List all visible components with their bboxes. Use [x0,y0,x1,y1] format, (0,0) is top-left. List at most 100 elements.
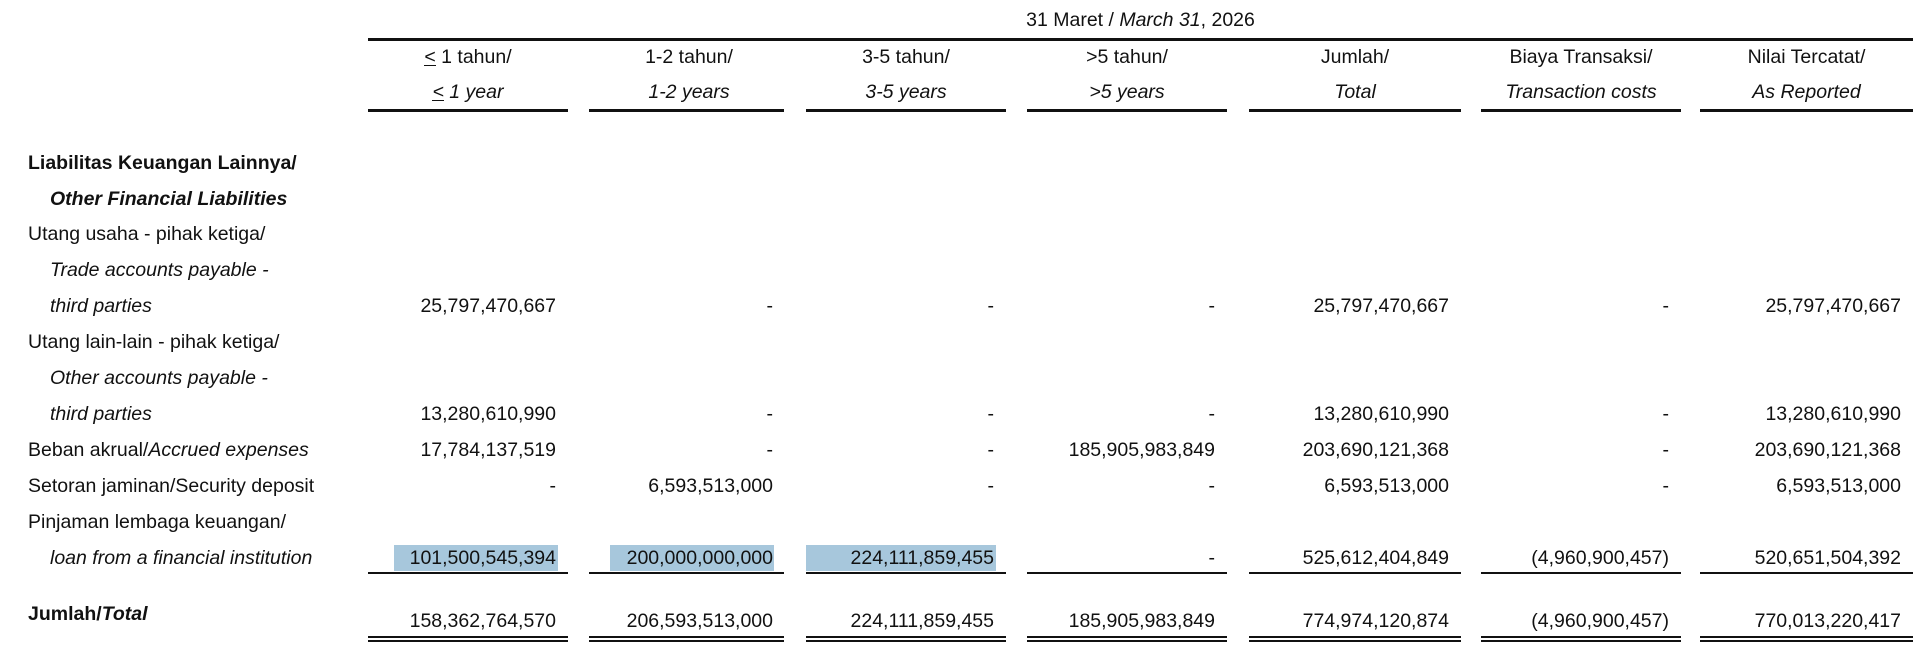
row-5-value-4: - [1208,547,1216,569]
row-4-value-7: 6,593,513,000 [1776,475,1901,497]
row-3-value-2: - [766,439,774,461]
row-4-value-1: - [549,475,557,497]
row-2-value-6: - [1662,403,1670,425]
row-2-value-2: - [766,403,774,425]
row-3-value-6: - [1662,439,1670,461]
row-2-label-3: third parties [50,403,152,425]
col-header-3-line2: 3-5 years [865,81,947,103]
highlight-1 [394,545,558,571]
col-4-underline [1027,109,1227,112]
subtotal-rule-3 [806,572,1006,574]
col-3-underline [806,109,1006,112]
row-4-value-4: - [1208,475,1216,497]
row-1-value-2: - [766,295,774,317]
row-3-value-3: - [987,439,995,461]
col-6-underline [1481,109,1681,112]
subtotal-rule-4 [1027,572,1227,574]
row-4-value-5: 6,593,513,000 [1324,475,1449,497]
total-value-4: 185,905,983,849 [1068,610,1215,632]
col-header-5-line1: Jumlah/ [1320,46,1390,68]
total-dbl-rule-5 [1249,636,1461,642]
col-5-underline [1249,109,1461,112]
section-title: Liabilitas Keuangan Lainnya/ [28,152,297,174]
row-1-label-1: Utang usaha - pihak ketiga/ [28,223,266,245]
total-value-6: (4,960,900,457) [1531,610,1669,632]
row-3-label-italic: Accrued expenses [148,439,309,461]
col-header-7-line1: Nilai Tercatat/ [1747,46,1866,68]
row-2-value-4: - [1208,403,1216,425]
le-symbol: < [424,46,436,68]
total-label: Jumlah/Total [28,602,148,626]
row-3-value-1: 17,784,137,519 [420,439,556,461]
total-dbl-rule-6 [1481,636,1681,642]
col-header-4-line2: >5 years [1089,81,1165,103]
total-dbl-rule-4 [1027,636,1227,642]
row-1-value-4: - [1208,295,1216,317]
date-italic: March 31 [1119,9,1201,31]
total-dbl-rule-1 [368,636,568,642]
row-1-label-3: third parties [50,295,152,317]
col-header-5-line2: Total [1334,81,1376,103]
row-3-label: Beban akrual/Accrued expenses [28,438,309,462]
col-header-1-text2: 1 year [443,81,504,103]
subtotal-rule-6 [1481,572,1681,574]
total-value-7: 770,013,220,417 [1754,610,1901,632]
row-4-value-3: - [987,475,995,497]
row-5-label-1: Pinjaman lembaga keuangan/ [28,511,287,533]
col-header-6-line2: Transaction costs [1505,81,1657,103]
total-value-3: 224,111,859,455 [850,610,995,632]
section-subtitle: Other Financial Liabilities [50,188,288,210]
total-label-plain: Jumlah/ [28,603,102,625]
date-header: 31 Maret / March 31, 2026 [368,8,1913,32]
row-4-label: Setoran jaminan/Security deposit [28,475,315,497]
row-3-value-7: 203,690,121,368 [1754,439,1901,461]
row-1-value-3: - [987,295,995,317]
col-7-underline [1700,109,1913,112]
total-value-1: 158,362,764,570 [409,610,556,632]
row-2-value-1: 13,280,610,990 [420,403,556,425]
col-header-4-line1: >5 tahun/ [1086,46,1168,68]
col-1-underline [368,109,568,112]
col-header-1-line2: < 1 year [368,80,568,104]
col-header-2-line1: 1-2 tahun/ [645,46,733,68]
row-5-value-5: 525,612,404,849 [1302,547,1449,569]
col-header-7-line2: As Reported [1752,81,1861,103]
row-1-label-2: Trade accounts payable - [50,259,269,281]
row-4-value-2: 6,593,513,000 [648,475,773,497]
row-2-label-2: Other accounts payable - [50,367,268,389]
row-2-value-5: 13,280,610,990 [1313,403,1449,425]
subtotal-rule-1 [368,572,568,574]
row-3-value-5: 203,690,121,368 [1302,439,1449,461]
row-5-value-1: 101,500,545,394 [409,547,556,569]
row-5-value-7: 520,651,504,392 [1754,547,1901,569]
total-value-5: 774,974,120,874 [1302,610,1449,632]
subtotal-rule-7 [1700,572,1913,574]
row-5-value-6: (4,960,900,457) [1531,547,1669,569]
col-2-underline [589,109,784,112]
total-dbl-rule-2 [589,636,784,642]
subtotal-rule-2 [589,572,784,574]
total-value-2: 206,593,513,000 [626,610,773,632]
row-2-label-1: Utang lain-lain - pihak ketiga/ [28,331,280,353]
date-suffix: , 2026 [1200,9,1255,31]
row-5-value-2: 200,000,000,000 [626,547,773,569]
row-3-value-4: 185,905,983,849 [1068,439,1215,461]
highlight-2 [610,545,774,571]
col-header-6-line1: Biaya Transaksi/ [1509,46,1653,68]
row-2-value-3: - [987,403,995,425]
col-header-1-text: 1 tahun/ [435,46,512,68]
row-1-value-6: - [1662,295,1670,317]
date-prefix: 31 Maret / [1026,9,1114,31]
row-5-label-2: loan from a financial institution [50,547,313,569]
row-2-value-7: 13,280,610,990 [1765,403,1901,425]
col-header-1-line1: < 1 tahun/ [368,45,568,69]
row-5-value-3: 224,111,859,455 [850,547,995,569]
total-dbl-rule-7 [1700,636,1913,642]
total-label-italic: Total [101,603,148,625]
row-1-value-5: 25,797,470,667 [1313,295,1449,317]
row-4-value-6: - [1662,475,1670,497]
row-3-label-plain: Beban akrual/ [28,439,149,461]
total-dbl-rule-3 [806,636,1006,642]
le-symbol: < [432,81,444,103]
col-header-2-line2: 1-2 years [648,81,730,103]
